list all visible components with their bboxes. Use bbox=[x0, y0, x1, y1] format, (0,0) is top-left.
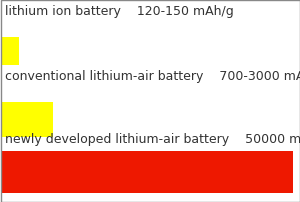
Text: newly developed lithium-air battery    50000 mAh/g: newly developed lithium-air battery 5000… bbox=[5, 132, 300, 145]
Bar bbox=[1, 102, 53, 137]
Text: lithium ion battery    120-150 mAh/g: lithium ion battery 120-150 mAh/g bbox=[5, 5, 234, 18]
Bar bbox=[1, 151, 293, 193]
Text: conventional lithium-air battery    700-3000 mAh/g: conventional lithium-air battery 700-300… bbox=[5, 70, 300, 83]
Bar bbox=[1, 38, 19, 66]
